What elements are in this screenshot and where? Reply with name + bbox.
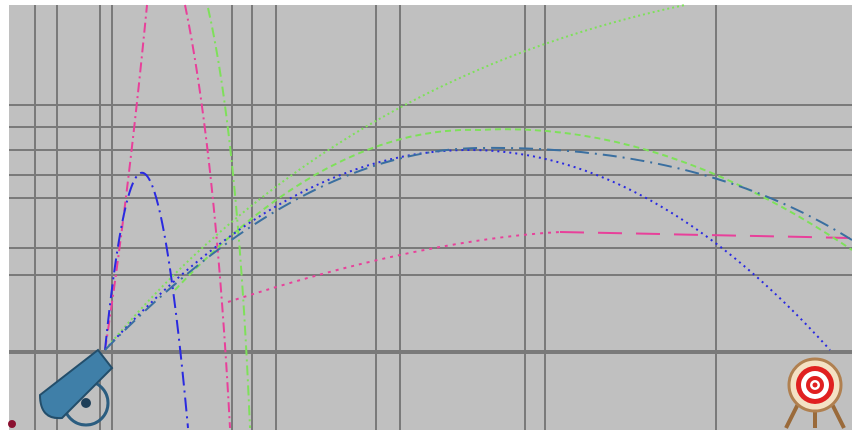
cannon-hub: [81, 398, 91, 408]
page: [0, 0, 852, 430]
play-area: [9, 5, 852, 430]
target-bullseye: [813, 383, 818, 388]
simulation-canvas: [0, 0, 852, 430]
cannon-fuse: [8, 420, 16, 428]
